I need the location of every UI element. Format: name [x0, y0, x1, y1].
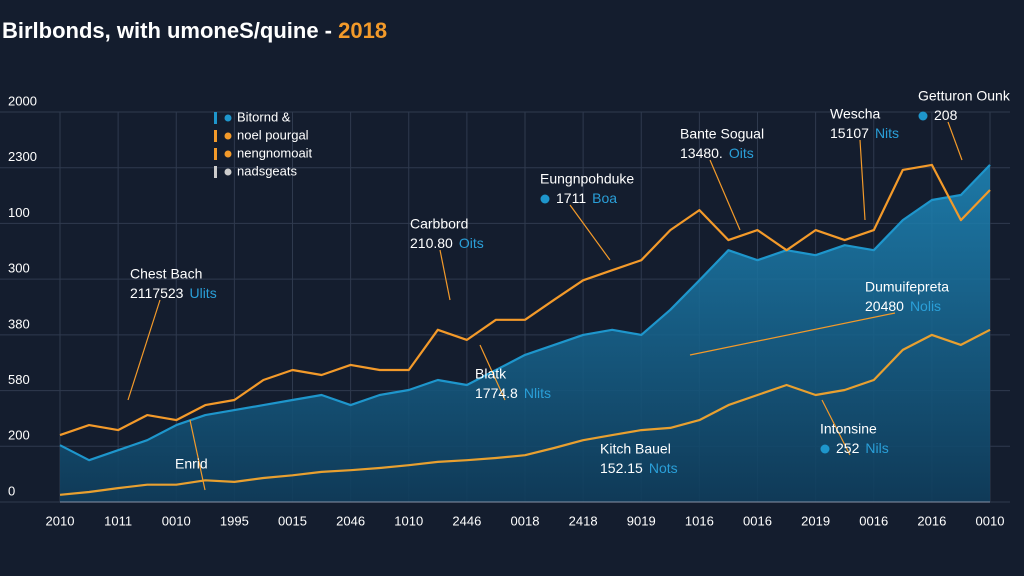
y-tick-label: 2000 [8, 93, 37, 108]
y-tick-label: 100 [8, 205, 30, 220]
legend-marker [214, 166, 217, 178]
x-tick-label: 2446 [452, 513, 481, 528]
annotation-label: Bante Sogual [680, 126, 764, 142]
pointer [859, 139, 866, 221]
value: 20480 [865, 298, 904, 314]
value: 1774.8 [475, 385, 518, 401]
x-tick-label: 0018 [511, 513, 540, 528]
x-tick-label: 9019 [627, 513, 656, 528]
annotation-value: 1711 Boa [556, 190, 617, 206]
unit: Nils [865, 440, 888, 456]
line [59, 164, 991, 462]
legend-dot [224, 114, 232, 122]
x-tick-label: 2010 [46, 513, 75, 528]
x-tick-label: 1011 [104, 513, 132, 528]
annotation-dot [820, 444, 830, 454]
value: 2117523 [130, 285, 184, 301]
unit: Nlits [524, 385, 551, 401]
legend-label: noel pourgal [237, 127, 309, 142]
x-tick-label: 1016 [685, 513, 714, 528]
annotation-label: Kitch Bauel [600, 441, 671, 457]
pointer [709, 159, 741, 231]
annotation-label: Dumuifepreta [865, 279, 949, 295]
unit: Nots [649, 460, 678, 476]
annotation-value: 252 Nils [836, 440, 889, 456]
pointer [689, 312, 896, 356]
title-year: 2018 [338, 18, 387, 43]
y-tick-label: 0 [8, 483, 15, 498]
unit: Nits [875, 125, 899, 141]
value: 13480. [680, 145, 723, 161]
x-tick-label: 0016 [859, 513, 888, 528]
legend-marker [214, 148, 217, 160]
value: 208 [934, 107, 958, 123]
value: 210.80 [410, 235, 453, 251]
x-tick-label: 2016 [917, 513, 946, 528]
unit: Nolis [910, 298, 941, 314]
line [59, 328, 991, 496]
pointer [947, 121, 963, 161]
unit: Oits [459, 235, 484, 251]
annotation-value: 208 [934, 107, 958, 123]
area [60, 164, 990, 502]
annotation-dot [918, 111, 928, 121]
x-tick-label: 2019 [801, 513, 830, 528]
y-tick-label: 380 [8, 316, 30, 331]
annotation-value: 15107 Nits [830, 125, 899, 141]
pointer [479, 344, 506, 401]
annotation-value: 2117523 Ulits [130, 285, 217, 301]
legend-dot [224, 150, 232, 158]
value: 152.15 [600, 460, 643, 476]
pointer [189, 419, 206, 491]
annotation-value: 152.15 Nots [600, 460, 678, 476]
y-tick-label: 300 [8, 261, 30, 276]
unit: Boa [592, 190, 617, 206]
legend-label: nengnomoait [237, 145, 313, 160]
annotation-label: Enrid [175, 456, 208, 472]
legend-label: nadsgeats [237, 163, 297, 178]
annotation-label: Wescha [830, 106, 881, 122]
title-text: Birlbonds, with umoneS/quine - [2, 18, 338, 43]
y-tick-label: 580 [8, 372, 30, 387]
line [59, 163, 991, 437]
chart-title: Birlbonds, with umoneS/quine - 2018 [2, 18, 387, 43]
annotation-label: Getturon Ounk [918, 88, 1011, 104]
value: 252 [836, 440, 860, 456]
value: 1711 [556, 190, 586, 206]
unit: Oits [729, 145, 754, 161]
annotation-value: 210.80 Oits [410, 235, 484, 251]
pointer [569, 204, 611, 261]
y-tick-label: 200 [8, 428, 30, 443]
annotation-value: 20480 Nolis [865, 298, 941, 314]
legend-dot [224, 168, 232, 176]
annotation-label: Carbbord [410, 216, 468, 232]
annotation-label: Blatk [475, 366, 507, 382]
annotation-dot [540, 194, 550, 204]
legend-label: Bitornd & [237, 109, 291, 124]
x-tick-label: 2418 [569, 513, 598, 528]
x-tick-label: 0010 [162, 513, 191, 528]
x-tick-label: 1010 [394, 513, 423, 528]
annotation-label: Eungnpohduke [540, 171, 634, 187]
legend-dot [224, 132, 232, 140]
x-tick-label: 0010 [976, 513, 1005, 528]
legend-marker [214, 130, 217, 142]
value: 15107 [830, 125, 869, 141]
unit: Ulits [189, 285, 216, 301]
x-tick-label: 0016 [743, 513, 772, 528]
annotation-value: 13480. Oits [680, 145, 754, 161]
y-tick-label: 2300 [8, 149, 37, 164]
legend-marker [214, 112, 217, 124]
pointer [127, 299, 161, 401]
x-tick-label: 1995 [220, 513, 249, 528]
pointer [439, 249, 451, 301]
pointer [821, 399, 851, 456]
x-tick-label: 2046 [336, 513, 365, 528]
x-tick-label: 0015 [278, 513, 307, 528]
annotation-label: Chest Bach [130, 266, 202, 282]
annotation-label: Intonsine [820, 421, 877, 437]
annotation-value: 1774.8 Nlits [475, 385, 551, 401]
